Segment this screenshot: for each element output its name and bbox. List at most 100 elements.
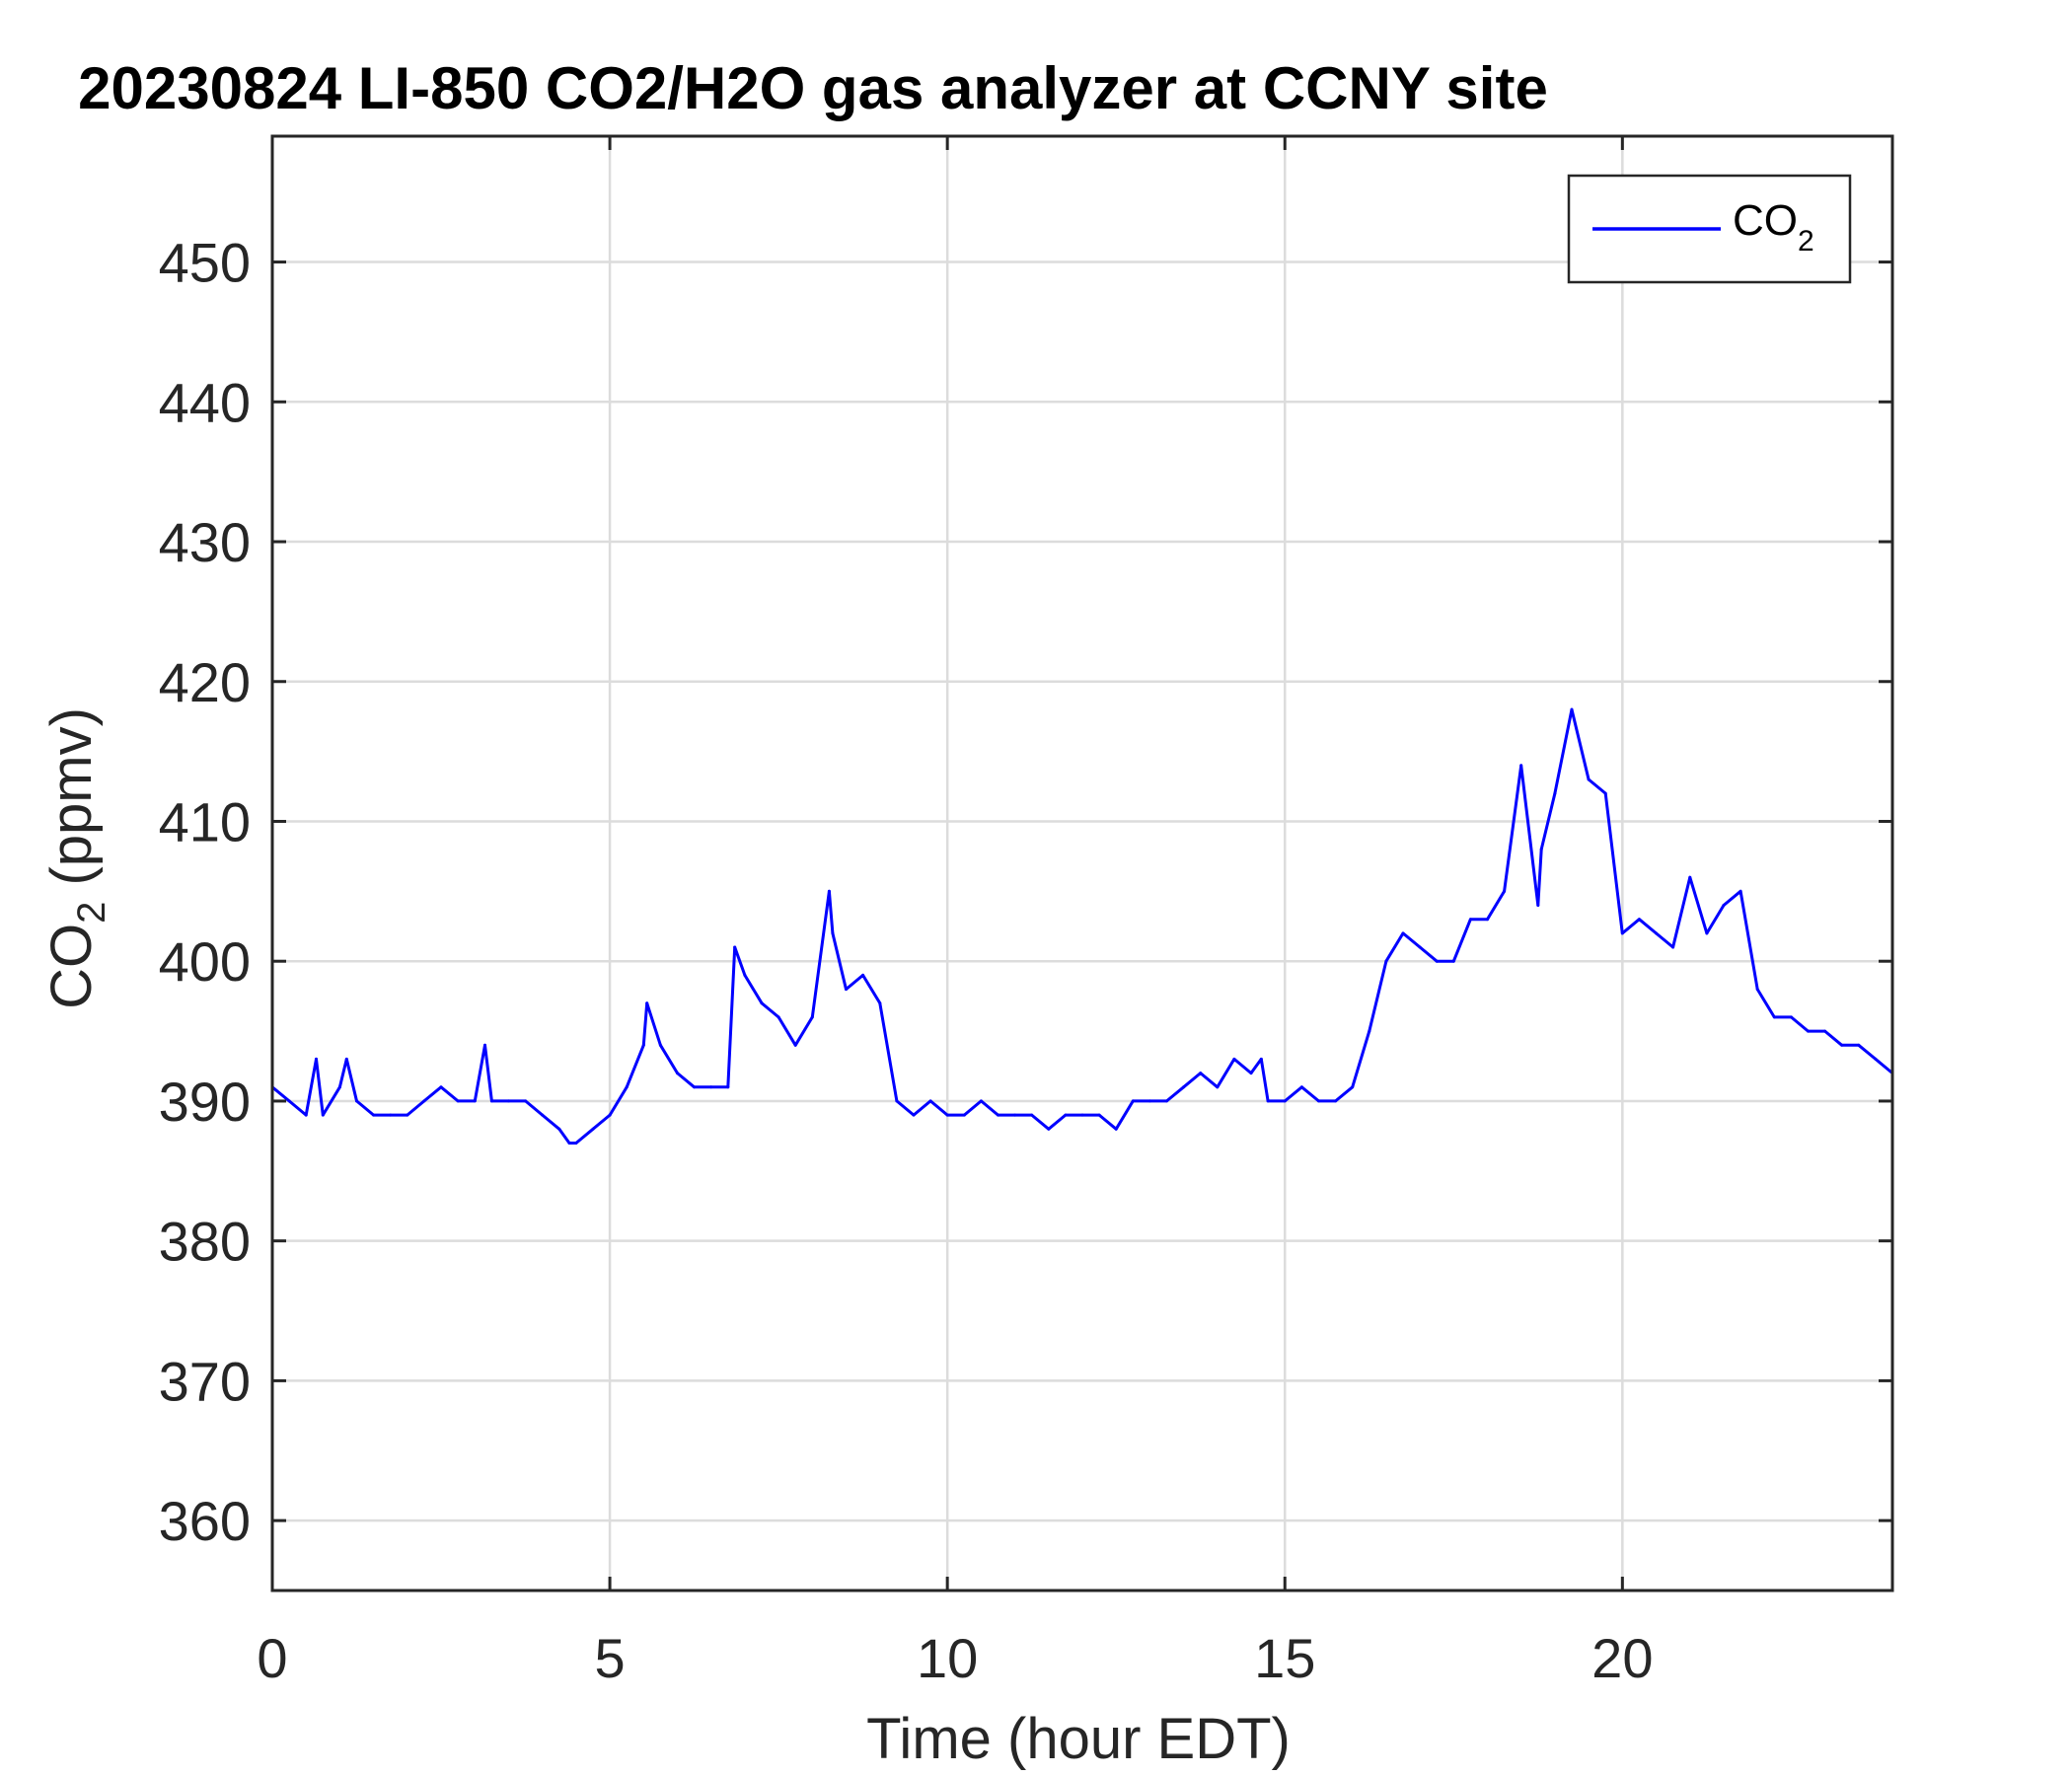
data-point <box>743 973 747 977</box>
data-point <box>676 1072 679 1075</box>
data-point <box>1030 1113 1034 1117</box>
data-point <box>1435 959 1439 963</box>
data-point <box>1165 1099 1168 1103</box>
data-point <box>793 1043 797 1047</box>
data-point <box>962 1113 966 1117</box>
data-point <box>1468 918 1472 922</box>
data-point <box>895 1099 899 1103</box>
data-point <box>1807 1029 1810 1033</box>
data-point <box>1232 1057 1236 1061</box>
grid <box>272 136 1892 1591</box>
series-line-co2 <box>271 707 1893 1145</box>
data-point <box>574 1142 578 1145</box>
data-point <box>287 1099 291 1103</box>
data-point <box>304 1113 308 1117</box>
data-point <box>1266 1099 1270 1103</box>
data-point <box>557 1127 561 1131</box>
data-point <box>483 1043 486 1047</box>
y-axis-label: CO2 (ppmv) <box>39 707 113 1009</box>
x-tick-label: 15 <box>1254 1627 1315 1689</box>
data-point <box>1587 777 1591 781</box>
data-point <box>1823 1029 1827 1033</box>
y-tick-label: 450 <box>159 232 251 294</box>
data-point <box>878 1001 882 1005</box>
data-point <box>693 1085 697 1089</box>
data-point <box>1840 1043 1844 1047</box>
data-point <box>507 1099 510 1103</box>
y-tick-label: 420 <box>159 651 251 713</box>
data-point <box>641 1043 645 1047</box>
data-point <box>1671 945 1675 949</box>
data-point <box>524 1099 528 1103</box>
data-point <box>1620 931 1624 935</box>
data-point <box>1857 1043 1861 1047</box>
plot-area <box>272 136 1892 1591</box>
data-point <box>1259 1057 1263 1061</box>
data-point <box>1283 1099 1287 1103</box>
x-tick-label: 20 <box>1591 1627 1653 1689</box>
data-point <box>1503 889 1507 893</box>
data-point <box>1299 1085 1303 1089</box>
data-point <box>389 1113 393 1117</box>
series-layer <box>270 707 1894 1145</box>
axes-box <box>270 134 1894 1592</box>
data-point <box>1401 931 1405 935</box>
data-point <box>1199 1072 1203 1075</box>
y-tick-label: 400 <box>159 930 251 993</box>
data-point <box>321 1113 325 1117</box>
data-point <box>625 1085 629 1089</box>
data-point <box>1384 959 1388 963</box>
data-point <box>608 1113 612 1117</box>
data-point <box>979 1099 983 1103</box>
data-point <box>912 1113 916 1117</box>
data-point <box>1519 764 1523 768</box>
data-point <box>337 1085 341 1089</box>
data-point <box>1114 1127 1118 1131</box>
data-point <box>726 1085 730 1089</box>
data-point <box>1216 1085 1220 1089</box>
legend-label-co2: CO2 <box>1733 196 1814 258</box>
data-point <box>1351 1085 1355 1089</box>
data-point <box>591 1127 595 1131</box>
x-tick-label: 5 <box>595 1627 626 1689</box>
data-point <box>372 1113 376 1117</box>
legend-label-subscript: 2 <box>1798 225 1814 258</box>
data-point <box>1655 931 1658 935</box>
data-point <box>344 1057 348 1061</box>
y-tick-label: 430 <box>159 511 251 573</box>
data-point <box>709 1085 713 1089</box>
data-point <box>777 1015 780 1019</box>
y-tick-label: 380 <box>159 1211 251 1273</box>
y-axis-label-main: CO <box>39 924 104 1009</box>
y-axis-label-unit: (ppmv) <box>39 707 104 902</box>
data-point <box>1755 988 1759 992</box>
data-point <box>1317 1099 1320 1103</box>
data-point <box>1097 1113 1101 1117</box>
data-point <box>997 1113 999 1117</box>
data-point <box>1570 707 1574 711</box>
data-point <box>1486 918 1489 922</box>
data-point <box>1688 875 1692 879</box>
data-point <box>1553 791 1557 795</box>
axis-ticks: 0 5 10 15 20 360 370 380 390 400 410 420 430 440 450 <box>159 136 1892 1689</box>
data-point <box>1131 1099 1135 1103</box>
data-point <box>1182 1085 1186 1089</box>
y-tick-label: 370 <box>159 1350 251 1412</box>
data-point <box>1064 1113 1068 1117</box>
data-point <box>760 1001 764 1005</box>
legend: CO2 <box>1567 174 1852 284</box>
data-point <box>928 1099 932 1103</box>
data-point <box>733 945 737 949</box>
data-point <box>861 973 865 977</box>
data-point <box>1705 931 1709 935</box>
data-point <box>315 1057 318 1061</box>
y-axis-label-subscript: 2 <box>70 902 113 924</box>
data-point <box>1603 791 1607 795</box>
legend-label-main: CO <box>1733 196 1798 245</box>
data-point <box>541 1113 545 1117</box>
data-point <box>473 1099 477 1103</box>
y-tick-label: 360 <box>159 1490 251 1552</box>
y-tick-label: 440 <box>159 371 251 433</box>
x-tick-label: 0 <box>257 1627 287 1689</box>
data-point <box>439 1085 443 1089</box>
